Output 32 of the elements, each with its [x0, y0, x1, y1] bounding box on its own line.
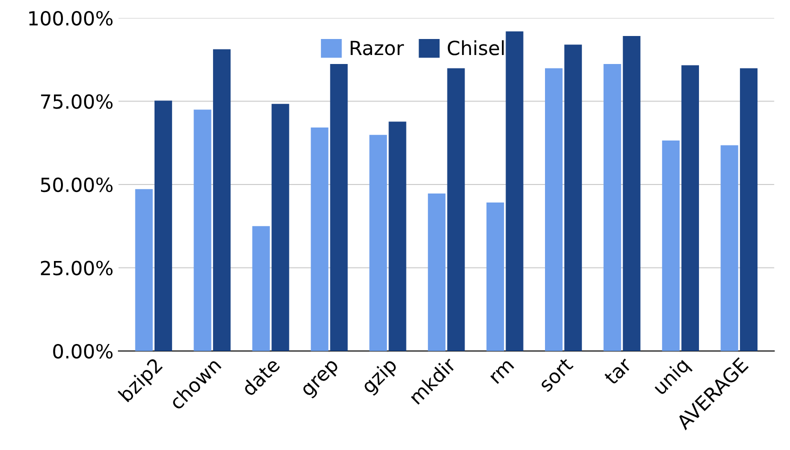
bar: [154, 100, 172, 351]
bar: [252, 226, 270, 351]
bar: [604, 64, 622, 351]
y-tick-label: 100.00%: [29, 10, 113, 26]
y-tick-label: 25.00%: [40, 260, 113, 276]
bar: [428, 193, 446, 351]
bar: [213, 49, 231, 351]
x-tick-label: rm: [490, 360, 514, 384]
bar: [564, 44, 582, 351]
bar: [740, 68, 758, 351]
y-tick-label: 0.00%: [53, 344, 113, 359]
bar: [720, 145, 738, 351]
bar: [135, 189, 153, 351]
bar: [330, 64, 348, 351]
bar: [622, 36, 640, 351]
bar: [369, 134, 387, 351]
bar: [681, 65, 699, 351]
bar: [272, 104, 290, 351]
bar: [447, 68, 465, 351]
x-tick-label: tar: [604, 356, 633, 386]
legend-label: Chisel: [448, 40, 504, 56]
legend-label: Razor: [350, 40, 404, 56]
bar: [545, 68, 563, 351]
bar: [194, 110, 212, 351]
bar: [486, 202, 504, 351]
bar: [388, 122, 406, 351]
y-tick-label: 50.00%: [41, 177, 113, 192]
x-tick-label: sort: [538, 356, 574, 392]
bar: [310, 128, 328, 351]
bar: [506, 31, 524, 351]
bar: [662, 140, 680, 351]
y-tick-label: 75.00%: [41, 94, 113, 109]
